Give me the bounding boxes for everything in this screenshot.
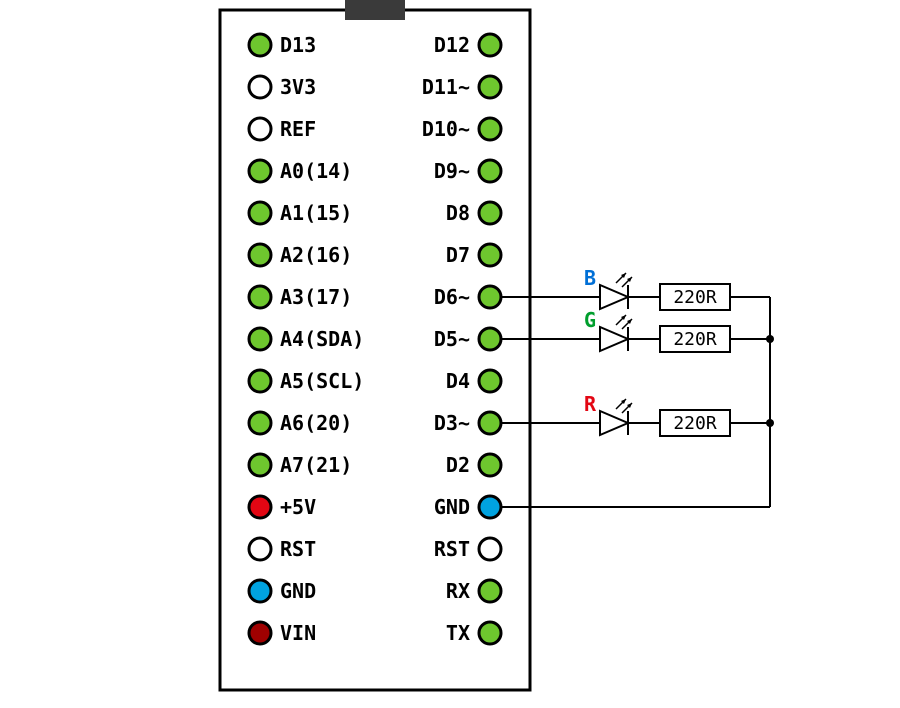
led-symbol-2 — [600, 399, 632, 435]
pin-right-label-4: D8 — [446, 201, 470, 225]
pin-left-label-7: A4(SDA) — [280, 327, 364, 351]
led-letter-2: R — [584, 392, 597, 416]
pin-left-label-1: 3V3 — [280, 75, 316, 99]
pin-left-1 — [249, 76, 271, 98]
pin-left-2 — [249, 118, 271, 140]
led-letter-0: B — [584, 266, 596, 290]
pin-left-label-13: GND — [280, 579, 316, 603]
pin-left-4 — [249, 202, 271, 224]
pin-right-label-0: D12 — [434, 33, 470, 57]
pin-right-4 — [479, 202, 501, 224]
pin-right-0 — [479, 34, 501, 56]
pin-right-label-3: D9~ — [434, 159, 470, 183]
pin-left-0 — [249, 34, 271, 56]
pin-right-1 — [479, 76, 501, 98]
pin-left-label-0: D13 — [280, 33, 316, 57]
resistor-2-label: 220R — [673, 413, 717, 434]
circuit-diagram: D13 3V3 REF A0(14) A1(15) A2(16) A3(17) A4(SDA)… — [0, 0, 900, 708]
pin-left-9 — [249, 412, 271, 434]
pin-left-7 — [249, 328, 271, 350]
led-symbol-1 — [600, 315, 632, 351]
resistor-1-label: 220R — [673, 329, 717, 350]
pin-left-14 — [249, 622, 271, 644]
pin-right-2 — [479, 118, 501, 140]
pin-right-label-5: D7 — [446, 243, 470, 267]
pin-right-label-9: D3~ — [434, 411, 470, 435]
pin-left-13 — [249, 580, 271, 602]
pin-right-11 — [479, 496, 501, 518]
pin-right-label-8: D4 — [446, 369, 470, 393]
pin-right-6 — [479, 286, 501, 308]
pin-right-label-11: GND — [434, 495, 470, 519]
pin-right-label-6: D6~ — [434, 285, 470, 309]
pin-left-5 — [249, 244, 271, 266]
pin-right-3 — [479, 160, 501, 182]
pin-right-label-1: D11~ — [422, 75, 470, 99]
pin-left-label-4: A1(15) — [280, 201, 352, 225]
pin-right-label-7: D5~ — [434, 327, 470, 351]
pin-left-12 — [249, 538, 271, 560]
pin-right-8 — [479, 370, 501, 392]
pin-left-label-11: +5V — [280, 495, 316, 519]
pin-left-label-3: A0(14) — [280, 159, 352, 183]
pin-right-label-13: RX — [446, 579, 470, 603]
pin-left-label-12: RST — [280, 537, 316, 561]
pin-left-8 — [249, 370, 271, 392]
pin-right-5 — [479, 244, 501, 266]
pin-left-10 — [249, 454, 271, 476]
pin-left-label-6: A3(17) — [280, 285, 352, 309]
pin-left-6 — [249, 286, 271, 308]
pin-left-label-10: A7(21) — [280, 453, 352, 477]
junction-1 — [766, 335, 774, 343]
pin-right-13 — [479, 580, 501, 602]
led-symbol-0 — [600, 273, 632, 309]
pin-left-label-5: A2(16) — [280, 243, 352, 267]
pin-right-label-12: RST — [434, 537, 470, 561]
pin-left-label-14: VIN — [280, 621, 316, 645]
pin-left-label-8: A5(SCL) — [280, 369, 364, 393]
pin-left-label-2: REF — [280, 117, 316, 141]
pin-right-9 — [479, 412, 501, 434]
pin-right-label-14: TX — [446, 621, 470, 645]
pin-right-10 — [479, 454, 501, 476]
pin-right-12 — [479, 538, 501, 560]
junction-2 — [766, 419, 774, 427]
pin-right-7 — [479, 328, 501, 350]
resistor-0-label: 220R — [673, 287, 717, 308]
pin-left-11 — [249, 496, 271, 518]
pin-right-14 — [479, 622, 501, 644]
usb-connector — [345, 0, 405, 20]
pin-right-label-10: D2 — [446, 453, 470, 477]
pin-left-3 — [249, 160, 271, 182]
led-letter-1: G — [584, 308, 596, 332]
pin-right-label-2: D10~ — [422, 117, 470, 141]
pin-left-label-9: A6(20) — [280, 411, 352, 435]
